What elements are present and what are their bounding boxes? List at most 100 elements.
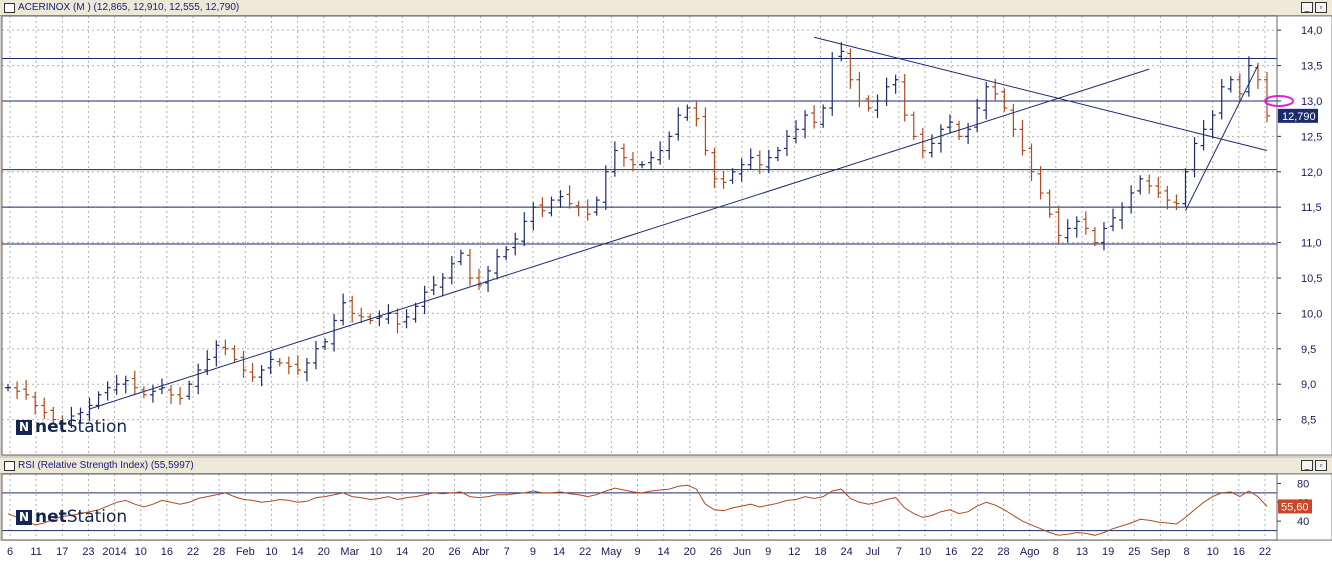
x-tick-label: Jul bbox=[866, 546, 880, 558]
ohlc-bar bbox=[829, 52, 836, 116]
x-tick-label: Sep bbox=[1151, 546, 1171, 558]
minimize-button[interactable]: _ bbox=[1301, 2, 1313, 13]
y-tick-label: 10,0 bbox=[1301, 308, 1322, 320]
x-tick-label: 14 bbox=[291, 546, 303, 558]
x-tick-label: 9 bbox=[530, 546, 536, 558]
minimize-button[interactable]: _ bbox=[1301, 460, 1313, 471]
ohlc-bar bbox=[1218, 79, 1225, 120]
x-tick-label: 7 bbox=[896, 546, 902, 558]
ohlc-bar bbox=[729, 168, 736, 184]
ohlc-bar bbox=[14, 381, 21, 400]
x-tick-label: 7 bbox=[504, 546, 510, 558]
ohlc-bar bbox=[77, 407, 84, 424]
ohlc-bar bbox=[140, 386, 147, 399]
ohlc-bar bbox=[50, 406, 57, 424]
ohlc-bar bbox=[639, 161, 646, 169]
y-tick-label: 9,5 bbox=[1301, 344, 1316, 356]
x-tick-label: 12 bbox=[788, 546, 800, 558]
rsi-plot-area bbox=[2, 474, 1277, 540]
x-tick-label: 22 bbox=[187, 546, 199, 558]
ohlc-bar bbox=[774, 146, 781, 162]
ohlc-bar bbox=[684, 104, 691, 121]
ohlc-bar bbox=[1119, 202, 1126, 230]
ohlc-bar bbox=[611, 141, 618, 177]
x-tick-label: 8 bbox=[1053, 546, 1059, 558]
ohlc-bar bbox=[1073, 216, 1080, 238]
ohlc-bar bbox=[113, 374, 120, 395]
x-tick-label: May bbox=[601, 546, 622, 558]
x-tick-label: 22 bbox=[1259, 546, 1271, 558]
ohlc-bar bbox=[874, 94, 881, 118]
ohlc-bar bbox=[593, 196, 600, 216]
ohlc-bar bbox=[1064, 219, 1071, 243]
ohlc-bar bbox=[675, 107, 682, 141]
x-tick-label: 16 bbox=[161, 546, 173, 558]
ohlc-bar bbox=[1245, 56, 1252, 97]
ohlc-bar bbox=[512, 232, 519, 256]
ohlc-bar bbox=[240, 350, 247, 378]
ohlc-bar bbox=[1082, 211, 1089, 235]
rsi-panel-title: RSI (Relative Strength Index) (55,5997) bbox=[18, 460, 194, 471]
last-price-tag bbox=[1278, 108, 1318, 123]
ohlc-bar bbox=[23, 379, 30, 400]
ohlc-bar bbox=[657, 141, 664, 165]
x-tick-label: 14 bbox=[658, 546, 670, 558]
ohlc-bar bbox=[883, 77, 890, 106]
ohlc-bar bbox=[702, 107, 709, 156]
ohlc-bar bbox=[403, 309, 410, 329]
x-tick-label: 22 bbox=[971, 546, 983, 558]
x-tick-label: 8 bbox=[1184, 546, 1190, 558]
x-tick-label: 25 bbox=[1128, 546, 1140, 558]
ohlc-bar bbox=[557, 190, 564, 208]
ohlc-bar bbox=[910, 111, 917, 140]
y-tick-label: 10,5 bbox=[1301, 273, 1322, 285]
ohlc-bar bbox=[937, 124, 944, 153]
x-tick-label: 26 bbox=[448, 546, 460, 558]
ohlc-bar bbox=[249, 362, 256, 383]
ohlc-bar bbox=[1110, 208, 1117, 232]
ohlc-bar bbox=[303, 357, 310, 382]
ohlc-bar bbox=[177, 387, 184, 405]
ohlc-bar bbox=[322, 338, 329, 351]
ohlc-bar bbox=[802, 110, 809, 139]
x-tick-label: 20 bbox=[318, 546, 330, 558]
y-tick-label: 13,5 bbox=[1301, 61, 1322, 73]
rsi-y-tick-label: 80 bbox=[1297, 478, 1309, 490]
y-tick-label: 11,5 bbox=[1301, 202, 1322, 214]
ohlc-bar bbox=[974, 98, 981, 133]
ohlc-bar bbox=[68, 406, 75, 429]
maximize-button[interactable]: ▫ bbox=[1315, 460, 1327, 471]
ohlc-bar bbox=[485, 265, 492, 293]
x-tick-label: Feb bbox=[236, 546, 255, 558]
ohlc-bar bbox=[620, 143, 627, 167]
trendline bbox=[814, 36, 1268, 152]
ohlc-bar bbox=[231, 345, 238, 363]
x-tick-label: 22 bbox=[579, 546, 591, 558]
ohlc-bar bbox=[856, 71, 863, 108]
main-plot-border bbox=[1, 15, 1278, 456]
ohlc-bar bbox=[376, 310, 383, 327]
ohlc-bar bbox=[602, 165, 609, 211]
x-tick-label: 10 bbox=[135, 546, 147, 558]
ohlc-bar bbox=[41, 397, 48, 419]
ohlc-bar bbox=[901, 74, 908, 122]
ohlc-bar bbox=[267, 351, 274, 375]
x-tick-label: 16 bbox=[1233, 546, 1245, 558]
ohlc-bar bbox=[294, 355, 301, 375]
ohlc-bar bbox=[466, 248, 473, 286]
maximize-button[interactable]: ▫ bbox=[1315, 2, 1327, 13]
ohlc-bar bbox=[648, 151, 655, 171]
ohlc-bar bbox=[131, 370, 138, 395]
y-tick-label: 12,0 bbox=[1301, 167, 1322, 179]
x-tick-label: 10 bbox=[370, 546, 382, 558]
rsi-value-tag bbox=[1278, 499, 1312, 514]
ohlc-bar bbox=[448, 256, 455, 285]
ohlc-bar bbox=[412, 302, 419, 323]
x-tick-label: Jun bbox=[733, 546, 751, 558]
ohlc-bar bbox=[720, 171, 727, 189]
ohlc-bar bbox=[575, 200, 582, 217]
ohlc-bar bbox=[521, 212, 528, 247]
x-tick-label: 28 bbox=[213, 546, 225, 558]
ohlc-bar bbox=[457, 249, 464, 266]
